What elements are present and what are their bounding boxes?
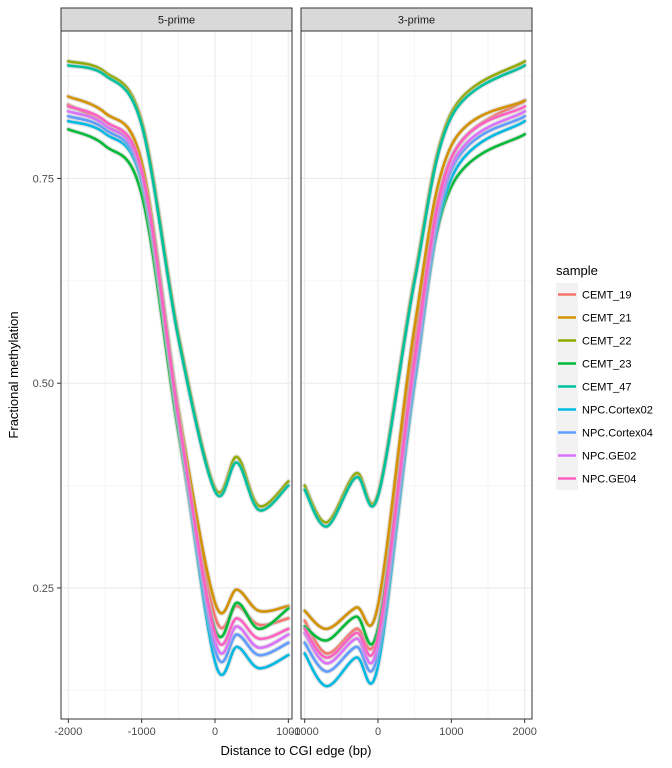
- x-ticks-5-prime: -2000 -1000 0 1000: [54, 719, 301, 738]
- x-axis-title: Distance to CGI edge (bp): [220, 743, 371, 758]
- legend-label-NPC.GE02: NPC.GE02: [582, 451, 636, 463]
- x-tick-label: 1000: [276, 726, 300, 738]
- strip-5-prime-label: 5-prime: [158, 15, 195, 27]
- series-line-NPC.Cortex02: [303, 119, 526, 688]
- panel-5-prime: 5-prime -2000 -1000 0 1000: [54, 7, 301, 738]
- legend-title: sample: [556, 263, 598, 278]
- x-tick-label: -2000: [54, 726, 82, 738]
- legend-label-CEMT_22: CEMT_22: [582, 336, 632, 348]
- series-line-NPC.GE04: [303, 105, 526, 659]
- series-line-CEMT_21: [67, 95, 290, 615]
- series-line-CEMT_21: [303, 99, 526, 631]
- legend-label-CEMT_23: CEMT_23: [582, 359, 632, 371]
- legend-label-CEMT_21: CEMT_21: [582, 313, 632, 325]
- strip-3-prime-label: 3-prime: [398, 15, 435, 27]
- y-tick-label: 0.25: [33, 583, 54, 595]
- panel-5-prime-border: [60, 30, 293, 720]
- x-tick-label: -1000: [128, 726, 156, 738]
- x-tick-label: 0: [375, 726, 381, 738]
- panel-3-prime: 3-prime -1000 0 1000 2000: [291, 7, 537, 738]
- legend-label-CEMT_19: CEMT_19: [582, 290, 632, 302]
- legend: sample CEMT_19CEMT_21CEMT_22CEMT_23CEMT_…: [556, 263, 653, 490]
- legend-label-NPC.GE04: NPC.GE04: [582, 474, 636, 486]
- series-line-CEMT_47: [67, 64, 290, 512]
- y-tick-label: 0.75: [33, 173, 54, 185]
- series-lines-3-prime: [302, 58, 528, 689]
- legend-label-NPC.Cortex02: NPC.Cortex02: [582, 405, 653, 417]
- legend-items: CEMT_19 CEMT_21 CEMT_22 CEMT_23 CEMT_47 NPC.C…: [556, 283, 653, 490]
- panel-5-prime-bg: [61, 31, 292, 719]
- series-line-NPC.GE04: [67, 105, 290, 646]
- y-axis-title: Fractional methylation: [6, 311, 21, 438]
- series-line-CEMT_47: [303, 64, 526, 528]
- legend-label-NPC.Cortex04: NPC.Cortex04: [582, 428, 653, 440]
- legend-label-CEMT_47: CEMT_47: [582, 382, 632, 394]
- x-tick-label: 2000: [512, 726, 536, 738]
- y-axis: 0.25 0.50 0.75: [33, 173, 61, 595]
- panel-3-prime-border: [300, 30, 533, 720]
- y-tick-label: 0.50: [33, 378, 54, 390]
- x-tick-label: 1000: [439, 726, 463, 738]
- x-ticks-3-prime: -1000 0 1000 2000: [291, 719, 537, 738]
- x-tick-label: -1000: [291, 726, 319, 738]
- x-tick-label: 0: [212, 726, 218, 738]
- series-lines-5-prime: [65, 58, 291, 678]
